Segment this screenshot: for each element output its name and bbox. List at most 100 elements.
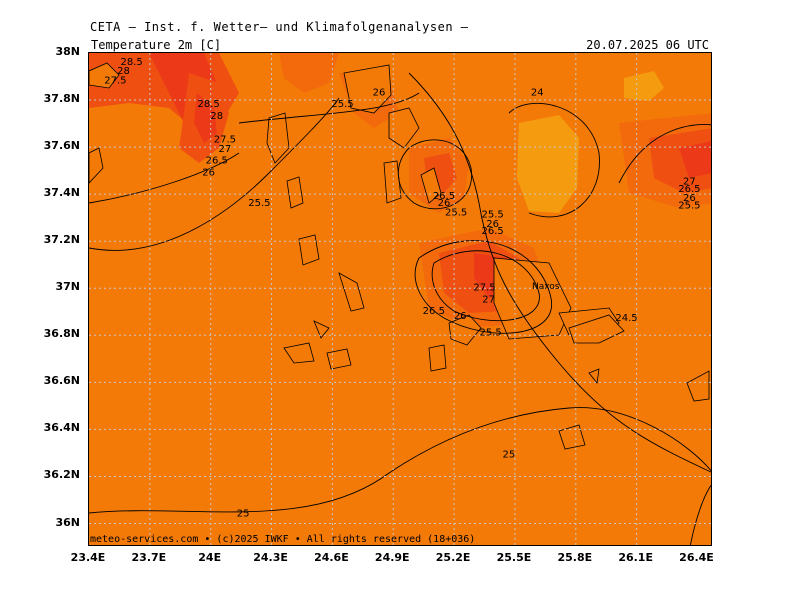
island-10 <box>313 320 330 339</box>
temperature-cell-4 <box>279 53 339 93</box>
isotherm-9 <box>89 407 711 514</box>
lon-tick-label: 23.7E <box>131 551 167 564</box>
temperature-cell-12 <box>649 128 711 193</box>
island-7 <box>383 160 402 204</box>
isotherm-6 <box>431 250 540 322</box>
isotherm-2 <box>238 92 420 124</box>
lon-tick-label: 26.1E <box>618 551 653 564</box>
lat-tick-label: 36.2N <box>43 468 80 482</box>
contour-label: 27.5 <box>104 76 126 87</box>
contour-label: 28 <box>117 66 130 77</box>
lon-tick-label: 25.2E <box>435 551 471 564</box>
contour-label: 24 <box>531 87 544 98</box>
lon-tick-label: 24.3E <box>253 551 288 564</box>
contour-label: 25.5 <box>331 99 353 110</box>
isotherm-5 <box>414 240 552 334</box>
contour-label: 25 <box>237 508 250 519</box>
island-19 <box>558 424 586 450</box>
contour-label: 28.5 <box>120 57 142 68</box>
lat-tick-label: 37.8N <box>43 92 80 106</box>
island-6 <box>388 107 420 149</box>
contour-label: 25.5 <box>678 200 700 211</box>
island-11 <box>283 342 315 364</box>
lon-tick-label: 24.9E <box>374 551 410 564</box>
isotherm-4 <box>397 139 473 210</box>
header-title: CETA — Inst. f. Wetter— und Klimafolgena… <box>90 20 469 34</box>
contour-label: 25.5 <box>482 210 504 221</box>
contour-label: 26 <box>373 87 386 98</box>
isotherms <box>89 72 711 545</box>
lon-tick-label: 23.4E <box>70 551 106 564</box>
island-5 <box>343 64 392 114</box>
lon-tick-label: 24.6E <box>314 551 349 564</box>
island-14 <box>428 344 447 372</box>
lat-tick-label: 38N <box>55 45 80 58</box>
isotherm-1 <box>89 152 240 204</box>
island-9 <box>338 272 365 312</box>
contour-label: 26.5 <box>423 306 445 317</box>
island-2 <box>266 112 290 164</box>
contour-label: 25.5 <box>479 327 501 338</box>
lon-tick-label: 25.5E <box>496 551 532 564</box>
lon-tick-label: 25.8E <box>557 551 593 564</box>
island-4 <box>298 234 320 266</box>
isotherm-0 <box>89 97 340 251</box>
islands <box>89 62 710 450</box>
contour-label: 27 <box>683 177 696 188</box>
contour-label: 26 <box>683 193 696 204</box>
lat-lon-grid <box>89 53 711 545</box>
contour-label: 27.5 <box>473 283 495 294</box>
temperature-cell-3 <box>194 93 217 143</box>
lon-tick-label: 26.4E <box>679 551 714 564</box>
contour-label: 26 <box>486 219 499 230</box>
lat-tick-label: 36.8N <box>43 327 80 341</box>
lat-tick-label: 37.6N <box>43 139 80 153</box>
island-0 <box>89 62 120 89</box>
temperature-cell-14 <box>517 115 579 213</box>
contour-label: 25.5 <box>248 198 270 209</box>
island-13 <box>448 314 482 346</box>
isotherm-10 <box>690 484 711 545</box>
temperature-cell-15 <box>624 71 664 101</box>
contour-label: 26.5 <box>433 191 455 202</box>
lat-tick-label: 36.4N <box>43 421 80 435</box>
isotherm-7 <box>508 102 600 218</box>
contour-label: 27.5 <box>214 134 236 145</box>
contour-label: 26 <box>202 167 215 178</box>
island-20 <box>686 370 710 402</box>
contour-label: 28 <box>210 111 223 122</box>
lat-tick-label: 37.2N <box>43 233 80 247</box>
lat-tick-label: 36N <box>55 515 80 529</box>
lat-tick-label: 37.4N <box>43 186 80 200</box>
island-1 <box>89 147 104 184</box>
island-18 <box>588 368 600 384</box>
island-12 <box>326 348 352 370</box>
island-17 <box>568 314 625 344</box>
lon-tick-label: 24E <box>198 551 222 564</box>
contour-label: 27 <box>482 294 495 305</box>
map-area[interactable]: 28.5 28 27.5 28.5 28 27.5 27 26.5 26 25.5 25.5 26 24… <box>88 52 712 546</box>
contour-label: 26.5 <box>206 156 228 167</box>
credit-footer: meteo-services.com • (c)2025 IWKF • All … <box>90 534 476 545</box>
temperature-cell-13 <box>679 141 711 178</box>
contour-label: 25 <box>502 450 515 461</box>
map-titlebar: Temperature 2m [C] 20.07.2025 06 UTC <box>88 38 712 52</box>
contour-label: 26 <box>454 311 467 322</box>
contour-label: 28.5 <box>198 99 220 110</box>
island-3 <box>286 176 304 209</box>
datetime-label: 20.07.2025 06 UTC <box>586 38 709 52</box>
lat-tick-label: 37N <box>55 280 80 294</box>
place-naxos: Naxos <box>532 282 560 292</box>
isotherm-8 <box>618 123 711 184</box>
contour-label: 26.5 <box>482 226 504 237</box>
contour-label: 26 <box>438 198 451 209</box>
contour-label: 24.5 <box>615 313 637 324</box>
contour-label: 25.5 <box>445 207 467 218</box>
parameter-label: Temperature 2m [C] <box>91 38 222 52</box>
lat-tick-label: 36.6N <box>43 374 80 388</box>
contour-label: 26.5 <box>678 184 700 195</box>
isotherm-3 <box>408 72 711 473</box>
contour-label: 27 <box>219 144 232 155</box>
